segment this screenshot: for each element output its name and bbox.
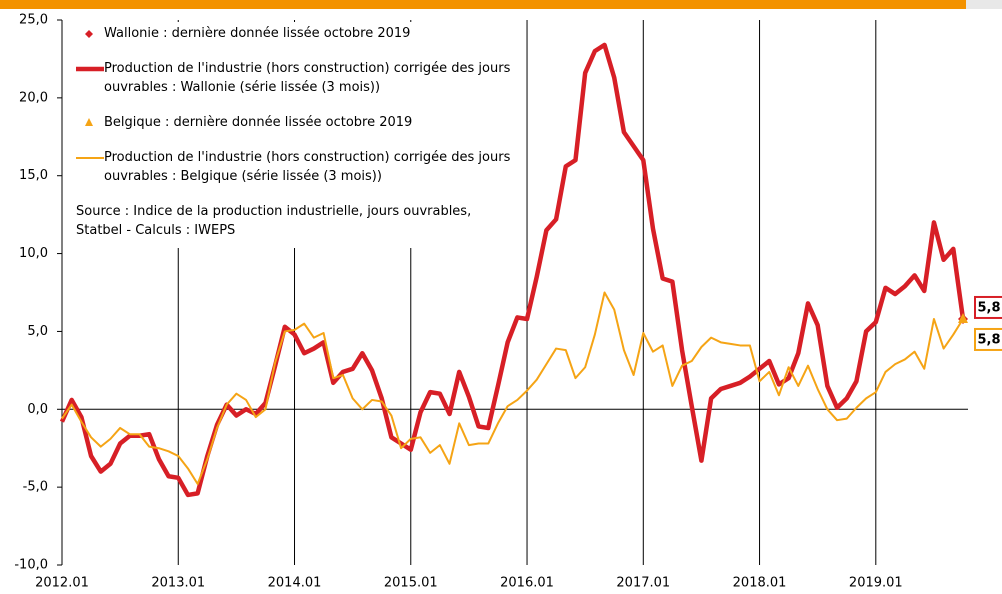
- header-bar-end: [966, 0, 1002, 9]
- y-tick-label: 0,0: [27, 402, 48, 417]
- legend-label: Production de l'industrie (hors construc…: [104, 150, 511, 184]
- x-tick-label: 2012.01: [35, 576, 89, 591]
- legend-label: Production de l'industrie (hors construc…: [104, 61, 511, 95]
- x-tick-label: 2013.01: [151, 576, 205, 591]
- marker: [958, 312, 968, 323]
- x-tick-label: 2015.01: [384, 576, 438, 591]
- y-tick-label: -10,0: [14, 558, 48, 573]
- legend-label: Wallonie : dernière donnée lissée octobr…: [104, 26, 411, 41]
- legend-swatch: [76, 157, 104, 159]
- source-note: Source : Indice de la production industr…: [76, 204, 472, 238]
- legend-entry: Production de l'industrie (hors construc…: [76, 59, 516, 97]
- x-tick-label: 2017.01: [616, 576, 670, 591]
- legend: Wallonie : dernière donnée lissée octobr…: [76, 22, 520, 248]
- value-label: 5,8: [977, 300, 1000, 315]
- legend-label: Belgique : dernière donnée lissée octobr…: [104, 115, 413, 130]
- legend-swatch: [85, 30, 93, 38]
- series-line: [61, 291, 964, 486]
- legend-entry: Belgique : dernière donnée lissée octobr…: [76, 113, 516, 132]
- value-label-box: [974, 295, 1002, 319]
- x-tick-label: 2016.01: [500, 576, 554, 591]
- y-tick-label: 10,0: [19, 246, 48, 261]
- legend-marker: [85, 118, 93, 126]
- x-tick-label: 2018.01: [733, 576, 787, 591]
- x-tick-label: 2019.01: [849, 576, 903, 591]
- legend-swatch: [76, 66, 104, 72]
- legend-marker: [85, 30, 93, 38]
- legend-entry: Production de l'industrie (hors construc…: [76, 148, 516, 186]
- value-label-box: [974, 327, 1002, 351]
- y-tick-label: 15,0: [19, 168, 48, 183]
- x-tick-label: 2014.01: [268, 576, 322, 591]
- y-tick-label: 20,0: [19, 90, 48, 105]
- legend-swatch: [85, 118, 93, 126]
- plot: [59, 42, 968, 498]
- value-label: 5,8: [977, 332, 1000, 347]
- legend-entry: Wallonie : dernière donnée lissée octobr…: [76, 24, 516, 43]
- y-tick-label: -5,0: [23, 480, 48, 495]
- legend-entries: Wallonie : dernière donnée lissée octobr…: [76, 24, 516, 186]
- header-bar: [0, 0, 966, 9]
- y-tick-label: 25,0: [19, 13, 48, 28]
- y-tick-label: 5,0: [27, 324, 48, 339]
